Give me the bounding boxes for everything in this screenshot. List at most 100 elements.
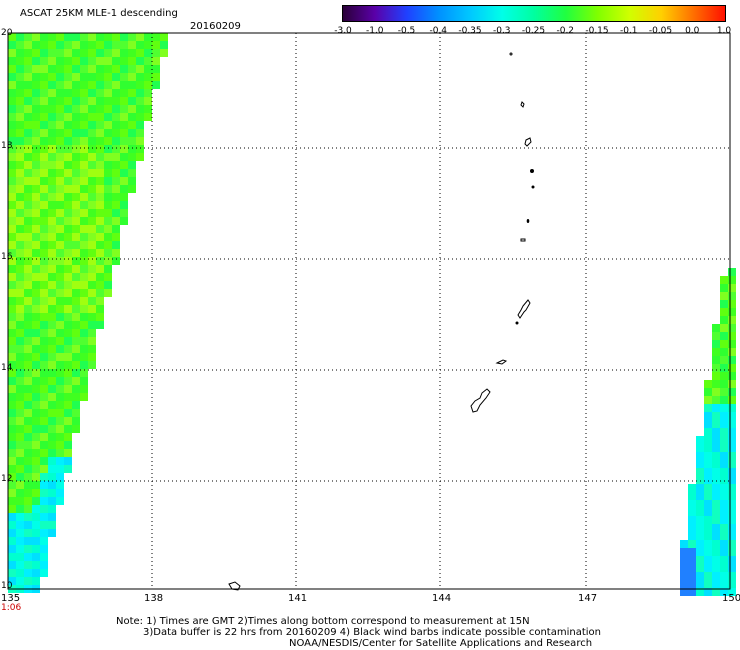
swath-cell	[152, 41, 160, 49]
swath-cell	[72, 401, 80, 409]
swath-cell	[728, 508, 736, 516]
swath-cell	[56, 265, 64, 273]
swath-cell	[720, 396, 728, 404]
swath-cell	[64, 249, 72, 257]
swath-cell	[712, 588, 720, 596]
swath-cell	[64, 233, 72, 241]
swath-cell	[16, 393, 24, 401]
swath-cell	[24, 481, 32, 489]
swath-cell	[72, 161, 80, 169]
swath-cell	[56, 489, 64, 497]
swath-cell	[24, 569, 32, 577]
swath-cell	[56, 81, 64, 89]
swath-cell	[8, 273, 16, 281]
swath-cell	[24, 33, 32, 41]
swath-cell	[48, 361, 56, 369]
swath-cell	[104, 185, 112, 193]
swath-cell	[32, 273, 40, 281]
swath-cell	[72, 169, 80, 177]
swath-cell	[32, 257, 40, 265]
swath-cell	[24, 113, 32, 121]
swath-cell	[24, 217, 32, 225]
swath-cell	[8, 561, 16, 569]
swath-cell	[8, 297, 16, 305]
swath-cell	[40, 449, 48, 457]
swath-cell	[720, 380, 728, 388]
swath-cell	[88, 177, 96, 185]
swath-cell	[16, 137, 24, 145]
swath-cell	[720, 436, 728, 444]
swath-cell	[128, 169, 136, 177]
swath-cell	[56, 385, 64, 393]
swath-cell	[704, 492, 712, 500]
swath-cell	[120, 33, 128, 41]
swath-cell	[64, 145, 72, 153]
swath-cell	[8, 105, 16, 113]
swath-cell	[40, 529, 48, 537]
swath-cell	[40, 105, 48, 113]
swath-cell	[80, 73, 88, 81]
swath-cell	[56, 361, 64, 369]
swath-cell	[32, 449, 40, 457]
colorbar-tick: -0.25	[521, 26, 546, 36]
swath-cell	[136, 41, 144, 49]
swath-cell	[24, 401, 32, 409]
swath-cell	[64, 193, 72, 201]
lon-label-135: 135	[1, 593, 21, 604]
swath-cell	[40, 57, 48, 65]
swath-cell	[48, 289, 56, 297]
swath-cell	[64, 425, 72, 433]
swath-cell	[16, 473, 24, 481]
lon-label-150: 150	[722, 593, 740, 604]
swath-cell	[720, 348, 728, 356]
swath-cell	[728, 532, 736, 540]
swath-cell	[72, 217, 80, 225]
swath-cell	[96, 225, 104, 233]
swath-cell	[112, 105, 120, 113]
swath-cell	[720, 276, 728, 284]
swath-cell	[40, 193, 48, 201]
swath-cell	[16, 249, 24, 257]
swath-cell	[32, 49, 40, 57]
swath-cell	[32, 169, 40, 177]
swath-cell	[688, 588, 696, 596]
swath-cell	[40, 273, 48, 281]
swath-cell	[24, 361, 32, 369]
swath-cell	[16, 545, 24, 553]
swath-cell	[40, 201, 48, 209]
swath-cell	[56, 465, 64, 473]
swath-cell	[24, 81, 32, 89]
swath-cell	[64, 161, 72, 169]
swath-cell	[56, 377, 64, 385]
swath-cell	[104, 145, 112, 153]
swath-cell	[688, 524, 696, 532]
swath-cell	[8, 201, 16, 209]
swath-cell	[704, 572, 712, 580]
swath-cell	[64, 441, 72, 449]
swath-cell	[56, 97, 64, 105]
swath-cell	[48, 57, 56, 65]
swath-cell	[96, 185, 104, 193]
swath-cell	[8, 129, 16, 137]
swath-cell	[64, 361, 72, 369]
swath-cell	[40, 561, 48, 569]
swath-cell	[24, 273, 32, 281]
swath-cell	[48, 353, 56, 361]
swath-cell	[136, 121, 144, 129]
swath-cell	[720, 356, 728, 364]
swath-cell	[96, 241, 104, 249]
swath-cell	[136, 73, 144, 81]
swath-cell	[48, 209, 56, 217]
swath-cell	[16, 65, 24, 73]
swath-cell	[24, 57, 32, 65]
swath-cell	[24, 441, 32, 449]
swath-cell	[72, 393, 80, 401]
swath-cell	[120, 97, 128, 105]
swath-cell	[80, 209, 88, 217]
swath-cell	[24, 409, 32, 417]
lat-label-10: 10	[1, 581, 13, 591]
swath-cell	[56, 401, 64, 409]
swath-cell	[96, 41, 104, 49]
swath-cell	[112, 153, 120, 161]
swath-cell	[112, 73, 120, 81]
